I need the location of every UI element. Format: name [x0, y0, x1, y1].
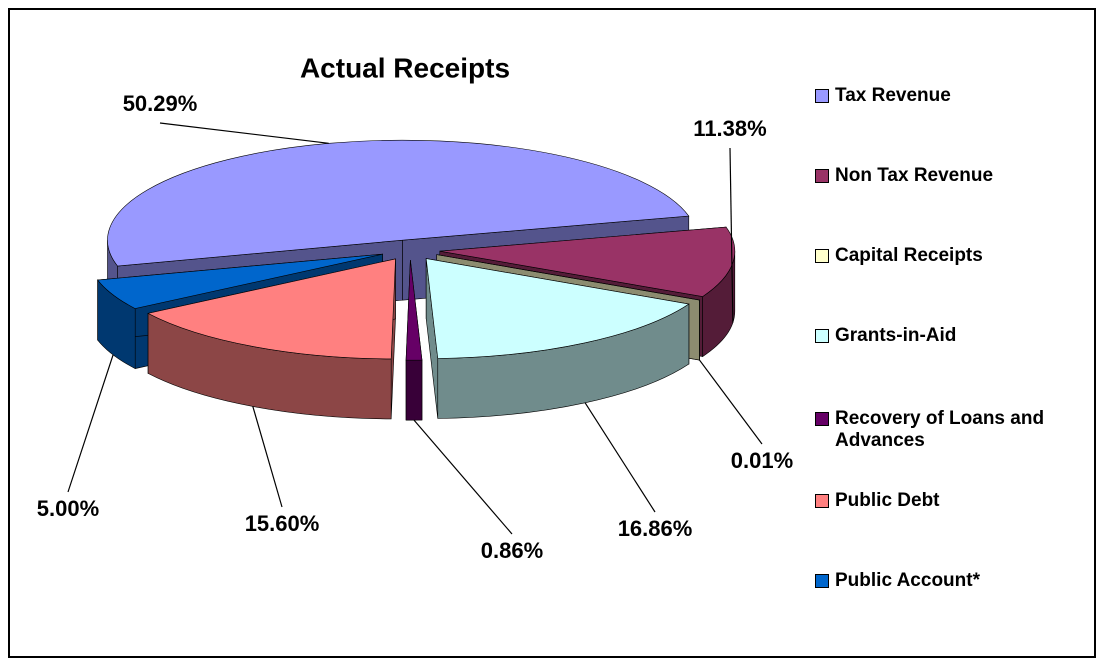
- leader-line: [699, 359, 763, 445]
- leader-line: [67, 354, 114, 493]
- data-label: 15.60%: [245, 511, 320, 536]
- slice: [405, 260, 423, 361]
- legend-swatch: [815, 249, 829, 263]
- data-label: 50.29%: [123, 91, 198, 116]
- slice: [97, 253, 383, 309]
- data-label: 0.86%: [481, 538, 543, 563]
- slice-side: [405, 359, 423, 421]
- legend-label: Recovery of Loans and Advances: [835, 408, 1045, 451]
- slice: [436, 254, 701, 301]
- legend-swatch: [815, 89, 829, 103]
- leader-line: [413, 419, 513, 535]
- leader-line: [729, 147, 734, 323]
- legend-swatch: [815, 329, 829, 343]
- leader-line: [584, 402, 656, 513]
- legend-item: Capital Receipts: [815, 245, 1085, 267]
- legend-swatch: [815, 494, 829, 508]
- leader-line: [159, 122, 329, 144]
- legend-swatch: [815, 574, 829, 588]
- chart-border: [8, 8, 1096, 658]
- legend-swatch: [815, 169, 829, 183]
- slice: [425, 258, 690, 359]
- slice: [147, 258, 396, 360]
- legend-item: Public Account*: [815, 570, 1085, 592]
- legend-label: Public Debt: [835, 490, 940, 511]
- legend-item: Public Debt: [815, 490, 1085, 512]
- data-label: 5.00%: [37, 496, 99, 521]
- data-label: 16.86%: [618, 516, 693, 541]
- slice: [439, 226, 736, 297]
- legend-item: Non Tax Revenue: [815, 165, 1085, 187]
- legend-item: Grants-in-Aid: [815, 325, 1085, 347]
- legend-label: Public Account*: [835, 570, 980, 591]
- data-label: 0.01%: [731, 448, 793, 473]
- legend-item: Tax Revenue: [815, 85, 1085, 107]
- data-label: 11.38%: [693, 116, 766, 141]
- legend-item: Recovery of Loans and Advances: [815, 408, 1085, 452]
- leader-line: [252, 406, 283, 508]
- legend-label: Grants-in-Aid: [835, 325, 957, 346]
- legend-label: Tax Revenue: [835, 85, 951, 106]
- legend-label: Non Tax Revenue: [835, 165, 994, 186]
- legend-label: Capital Receipts: [835, 245, 983, 266]
- legend-swatch: [815, 412, 829, 426]
- chart-title: Actual Receipts: [300, 52, 510, 83]
